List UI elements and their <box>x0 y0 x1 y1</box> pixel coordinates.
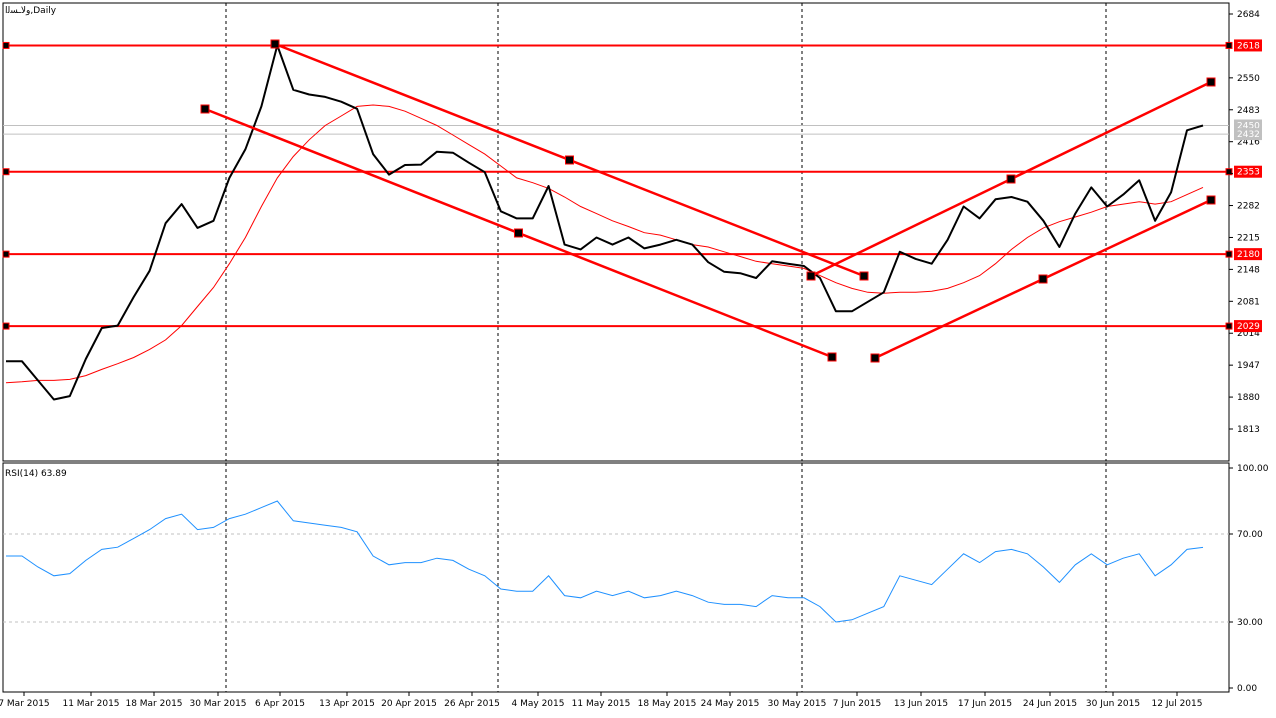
level-handle[interactable] <box>2 322 10 330</box>
x-tick-label: 12 Jul 2015 <box>1152 699 1203 709</box>
level-handle[interactable] <box>2 41 10 49</box>
x-tick-label: 13 Apr 2015 <box>319 699 375 709</box>
x-tick-label: 11 Mar 2015 <box>62 699 119 709</box>
rsi-tick-label: 30.00 <box>1237 618 1263 628</box>
price-line <box>6 44 1204 401</box>
trend-line-handle[interactable] <box>806 271 816 281</box>
rsi-panel-frame <box>2 462 1230 693</box>
level-handle[interactable] <box>1225 250 1233 258</box>
rsi-tick-label: 0.00 <box>1237 684 1257 694</box>
trend-line-handle[interactable] <box>870 353 880 363</box>
trend-line-handle[interactable] <box>1206 77 1216 87</box>
x-tick-label: 6 Apr 2015 <box>255 699 305 709</box>
level-price-flag <box>1234 320 1262 333</box>
y-tick-label: 1813 <box>1237 425 1260 435</box>
trend-line-handle[interactable] <box>827 352 837 362</box>
current-price-flag-label: 2450 <box>1237 121 1260 131</box>
level-price-flag <box>1234 165 1262 178</box>
y-tick-label: 2550 <box>1237 74 1260 84</box>
y-tick-label: 1880 <box>1237 393 1260 403</box>
current-price-flag-label: 2432 <box>1237 130 1260 140</box>
level-price-flag-label: 2618 <box>1237 41 1260 51</box>
trend-line-handle[interactable] <box>514 228 523 238</box>
trend-line-handle[interactable] <box>270 39 280 49</box>
y-tick-label: 2148 <box>1237 265 1260 275</box>
trend-line-handle[interactable] <box>1006 174 1016 184</box>
y-tick-label: 2483 <box>1237 106 1260 116</box>
x-tick-label: 18 Mar 2015 <box>125 699 182 709</box>
rsi-title: RSI(14) 63.89 <box>5 469 67 479</box>
level-price-flag <box>1234 39 1262 52</box>
current-price-flag <box>1234 128 1262 141</box>
rsi-tick-label: 100.00 <box>1237 464 1269 474</box>
level-price-flag <box>1234 248 1262 261</box>
x-tick-label: 24 May 2015 <box>701 699 760 709</box>
y-tick-label: 2282 <box>1237 202 1260 212</box>
y-tick-label: 2081 <box>1237 297 1260 307</box>
x-tick-label: 7 Jun 2015 <box>833 699 881 709</box>
y-tick-label: 2014 <box>1237 329 1260 339</box>
level-handle[interactable] <box>1225 168 1233 176</box>
x-tick-label: 20 Apr 2015 <box>381 699 437 709</box>
y-tick-label: 2416 <box>1237 138 1260 148</box>
y-tick-label: 2684 <box>1237 10 1260 20</box>
level-handle[interactable] <box>1225 322 1233 330</box>
level-price-flag-label: 2180 <box>1237 250 1260 260</box>
y-tick-label: 1947 <box>1237 361 1260 371</box>
x-tick-label: 24 Jun 2015 <box>1023 699 1077 709</box>
chart-title: وﻻـﺴﻟا,Daily <box>5 6 57 16</box>
trend-line-handle[interactable] <box>1206 195 1216 205</box>
trend-line-handle[interactable] <box>565 155 574 165</box>
rsi-line <box>6 500 1204 623</box>
price-panel-frame <box>2 2 1230 462</box>
level-price-flag-label: 2353 <box>1237 168 1260 178</box>
x-tick-label: 17 Jun 2015 <box>958 699 1012 709</box>
x-tick-label: 7 Mar 2015 <box>0 699 50 709</box>
x-tick-label: 30 Mar 2015 <box>189 699 246 709</box>
x-tick-label: 26 Apr 2015 <box>444 699 500 709</box>
level-price-flag-label: 2029 <box>1237 322 1260 332</box>
level-handle[interactable] <box>2 168 10 176</box>
moving-average-line <box>5 104 1204 384</box>
trend-line-handle[interactable] <box>200 104 210 114</box>
rsi-tick-label: 70.00 <box>1237 530 1263 540</box>
trend-line-handle[interactable] <box>859 271 869 281</box>
x-tick-label: 18 May 2015 <box>638 699 697 709</box>
x-tick-label: 11 May 2015 <box>572 699 631 709</box>
level-handle[interactable] <box>1225 41 1233 49</box>
x-tick-label: 13 Jun 2015 <box>894 699 948 709</box>
x-tick-label: 30 May 2015 <box>768 699 827 709</box>
x-tick-label: 4 May 2015 <box>512 699 565 709</box>
y-tick-label: 2215 <box>1237 233 1260 243</box>
trend-line-handle[interactable] <box>1038 274 1048 284</box>
level-handle[interactable] <box>2 250 10 258</box>
x-tick-label: 30 Jun 2015 <box>1086 699 1140 709</box>
